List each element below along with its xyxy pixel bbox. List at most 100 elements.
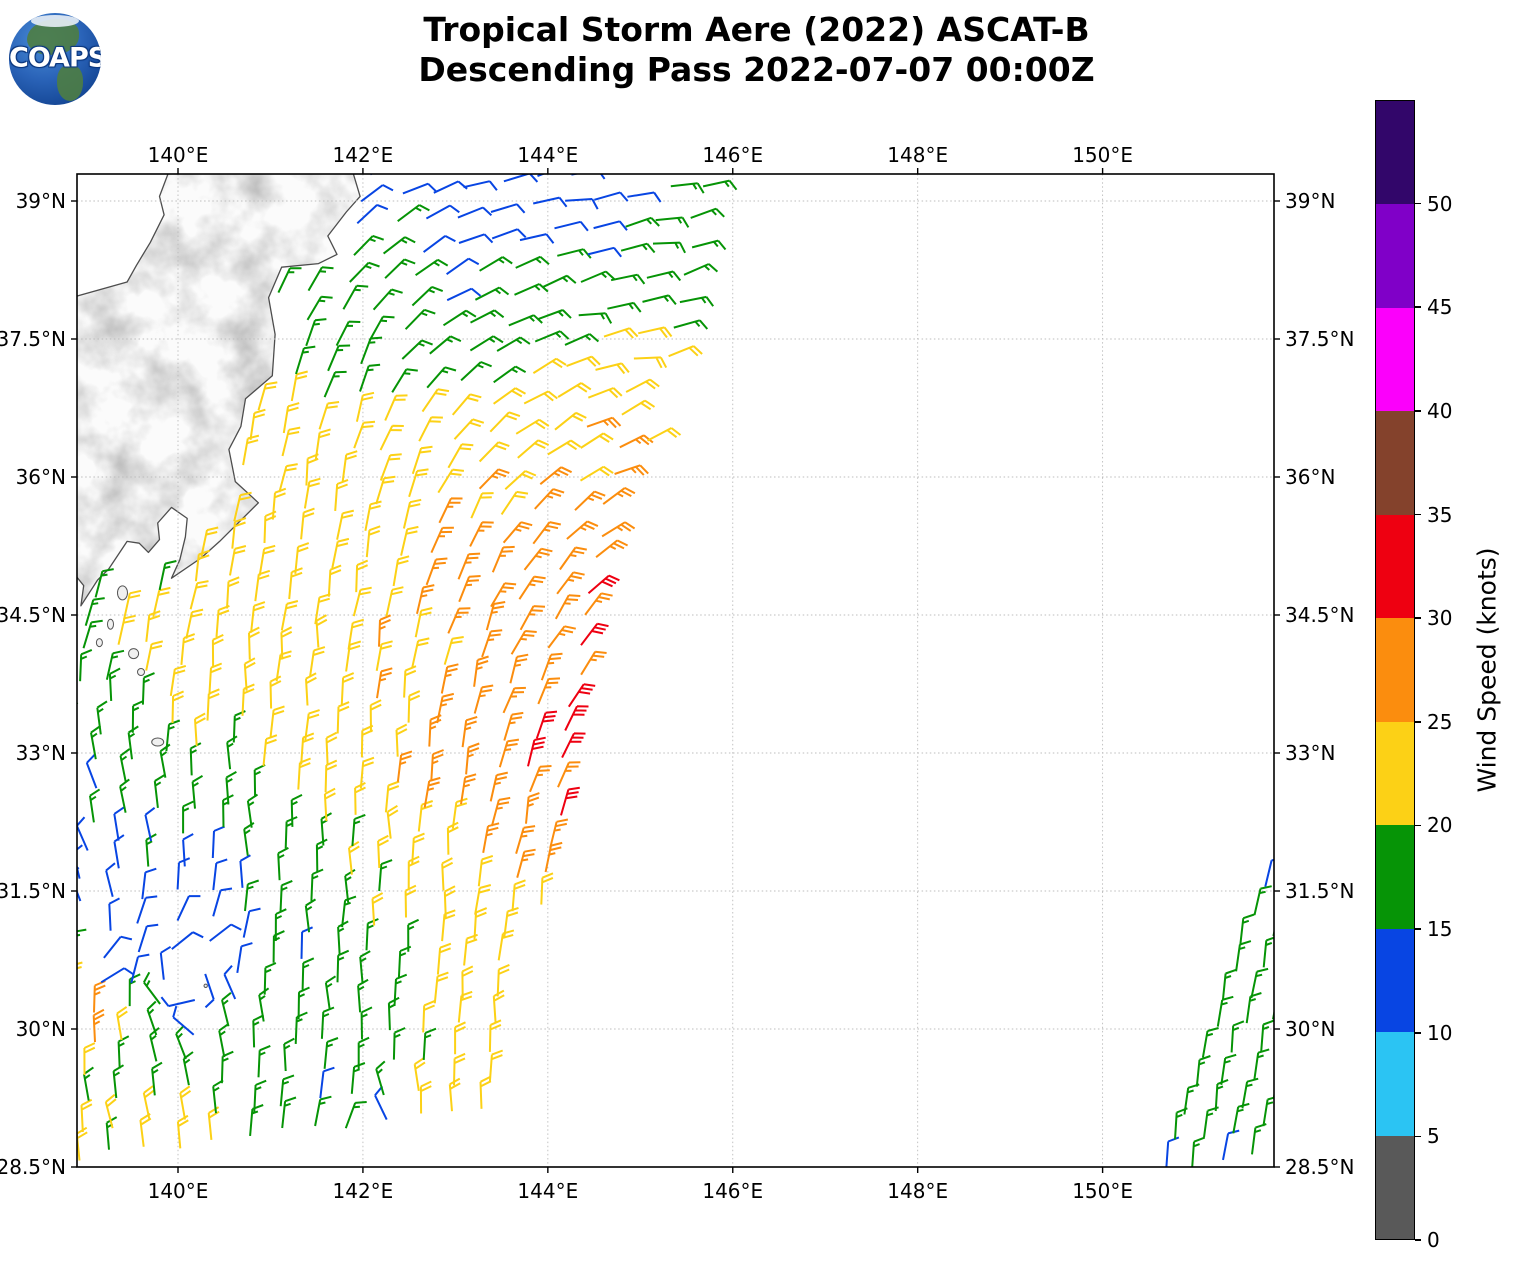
wind-barb [281, 1096, 297, 1129]
wind-barb [489, 411, 521, 433]
wind-barb [473, 907, 488, 940]
wind-barb [318, 401, 340, 430]
wind-barb [547, 625, 577, 649]
wind-barb [315, 614, 328, 648]
wind-barb [619, 434, 654, 449]
wind-barb [457, 990, 473, 1023]
colorbar-tick [1415, 928, 1421, 930]
island [95, 638, 103, 648]
colorbar-tick [1415, 202, 1421, 205]
wind-barb [77, 928, 87, 937]
title-line-1: Tropical Storm Aere (2022) ASCAT-B [423, 10, 1090, 49]
wind-barb [447, 607, 471, 634]
wind-barb [1222, 1129, 1240, 1161]
wind-barb [416, 584, 435, 615]
wind-barb [119, 748, 131, 783]
wind-barb [253, 763, 266, 797]
wind-barb [327, 344, 351, 372]
wind-barb [185, 608, 204, 639]
wind-barb [417, 800, 434, 832]
wind-barb [179, 1085, 192, 1120]
wind-barb [481, 629, 503, 658]
colorbar-tick [1415, 410, 1421, 412]
wind-barb [239, 854, 251, 888]
wind-barb [625, 216, 660, 228]
wind-barb [77, 1126, 88, 1161]
wind-barb [51, 1101, 61, 1133]
wind-barb [119, 778, 130, 813]
wind-barb [579, 465, 614, 482]
wind-barb [473, 655, 489, 687]
wind-barb [668, 345, 703, 358]
colorbar-tick-label: 10 [1427, 1020, 1453, 1045]
wind-barb [300, 507, 315, 540]
wind-barb [141, 867, 157, 900]
colorbar-tick-label: 0 [1427, 1228, 1440, 1252]
wind-barb [274, 908, 287, 942]
wind-barb [519, 233, 555, 244]
wind-barb [1251, 1123, 1267, 1155]
wind-barb [655, 216, 690, 228]
tick-label: 39°N [1285, 189, 1335, 213]
wind-barb [377, 834, 389, 869]
wind-barb [315, 838, 328, 872]
page-title: Tropical Storm Aere (2022) ASCAT-B Desce… [0, 10, 1513, 91]
wind-barb [637, 326, 673, 339]
wind-barb [607, 161, 641, 170]
wind-barb [226, 735, 238, 770]
wind-barb [458, 575, 481, 603]
wind-barb [559, 546, 587, 571]
wind-barb [461, 715, 478, 748]
wind-barb [382, 236, 416, 255]
wind-barb [1203, 1106, 1219, 1138]
wind-barb [557, 382, 592, 398]
wind-barb [53, 1072, 63, 1105]
wind-barb [93, 980, 106, 1013]
colorbar-segment-40 [1376, 307, 1414, 412]
wind-barb [229, 545, 247, 576]
tick-label: 142°E [333, 143, 394, 167]
wind-barb [421, 388, 450, 413]
wind-barb [189, 742, 202, 776]
colorbar-tick-label: 40 [1427, 398, 1453, 423]
wind-barb [1272, 1090, 1274, 1098]
wind-barb [340, 672, 355, 705]
wind-barb [1220, 1053, 1237, 1085]
wind-barb [280, 600, 299, 631]
wind-barb [108, 667, 121, 701]
wind-barb [557, 761, 581, 788]
wind-barb [503, 711, 524, 741]
wind-barb [159, 743, 171, 778]
wind-barb [355, 559, 369, 593]
wind-barb [457, 552, 481, 580]
wind-barb [77, 961, 83, 970]
wind-barb [473, 684, 494, 714]
wind-barb [105, 862, 116, 897]
wind-barb [182, 800, 194, 834]
island [203, 983, 208, 988]
wind-barb [614, 464, 649, 476]
wind-barb [376, 667, 393, 699]
wind-barb [320, 1006, 335, 1039]
wind-barb [433, 971, 449, 1004]
wind-barb [404, 308, 436, 330]
wind-barb [347, 618, 365, 650]
island [137, 668, 145, 676]
wind-barb [1253, 885, 1272, 916]
wind-barb [378, 614, 391, 647]
colorbar-tick-label: 30 [1427, 606, 1453, 631]
wind-barb [142, 1085, 155, 1120]
wind-barb [490, 582, 517, 608]
wind-barb [1260, 1019, 1274, 1052]
tick-label: 146°E [702, 1179, 763, 1203]
wind-barb [145, 640, 164, 671]
wind-barb [215, 604, 230, 637]
wind-barb [236, 942, 253, 974]
wind-barb [601, 521, 636, 538]
wind-barb [502, 521, 533, 544]
wind-barb [508, 314, 543, 327]
wind-barb [411, 637, 430, 668]
wind-barb [574, 490, 606, 511]
wind-barb [453, 1052, 466, 1086]
